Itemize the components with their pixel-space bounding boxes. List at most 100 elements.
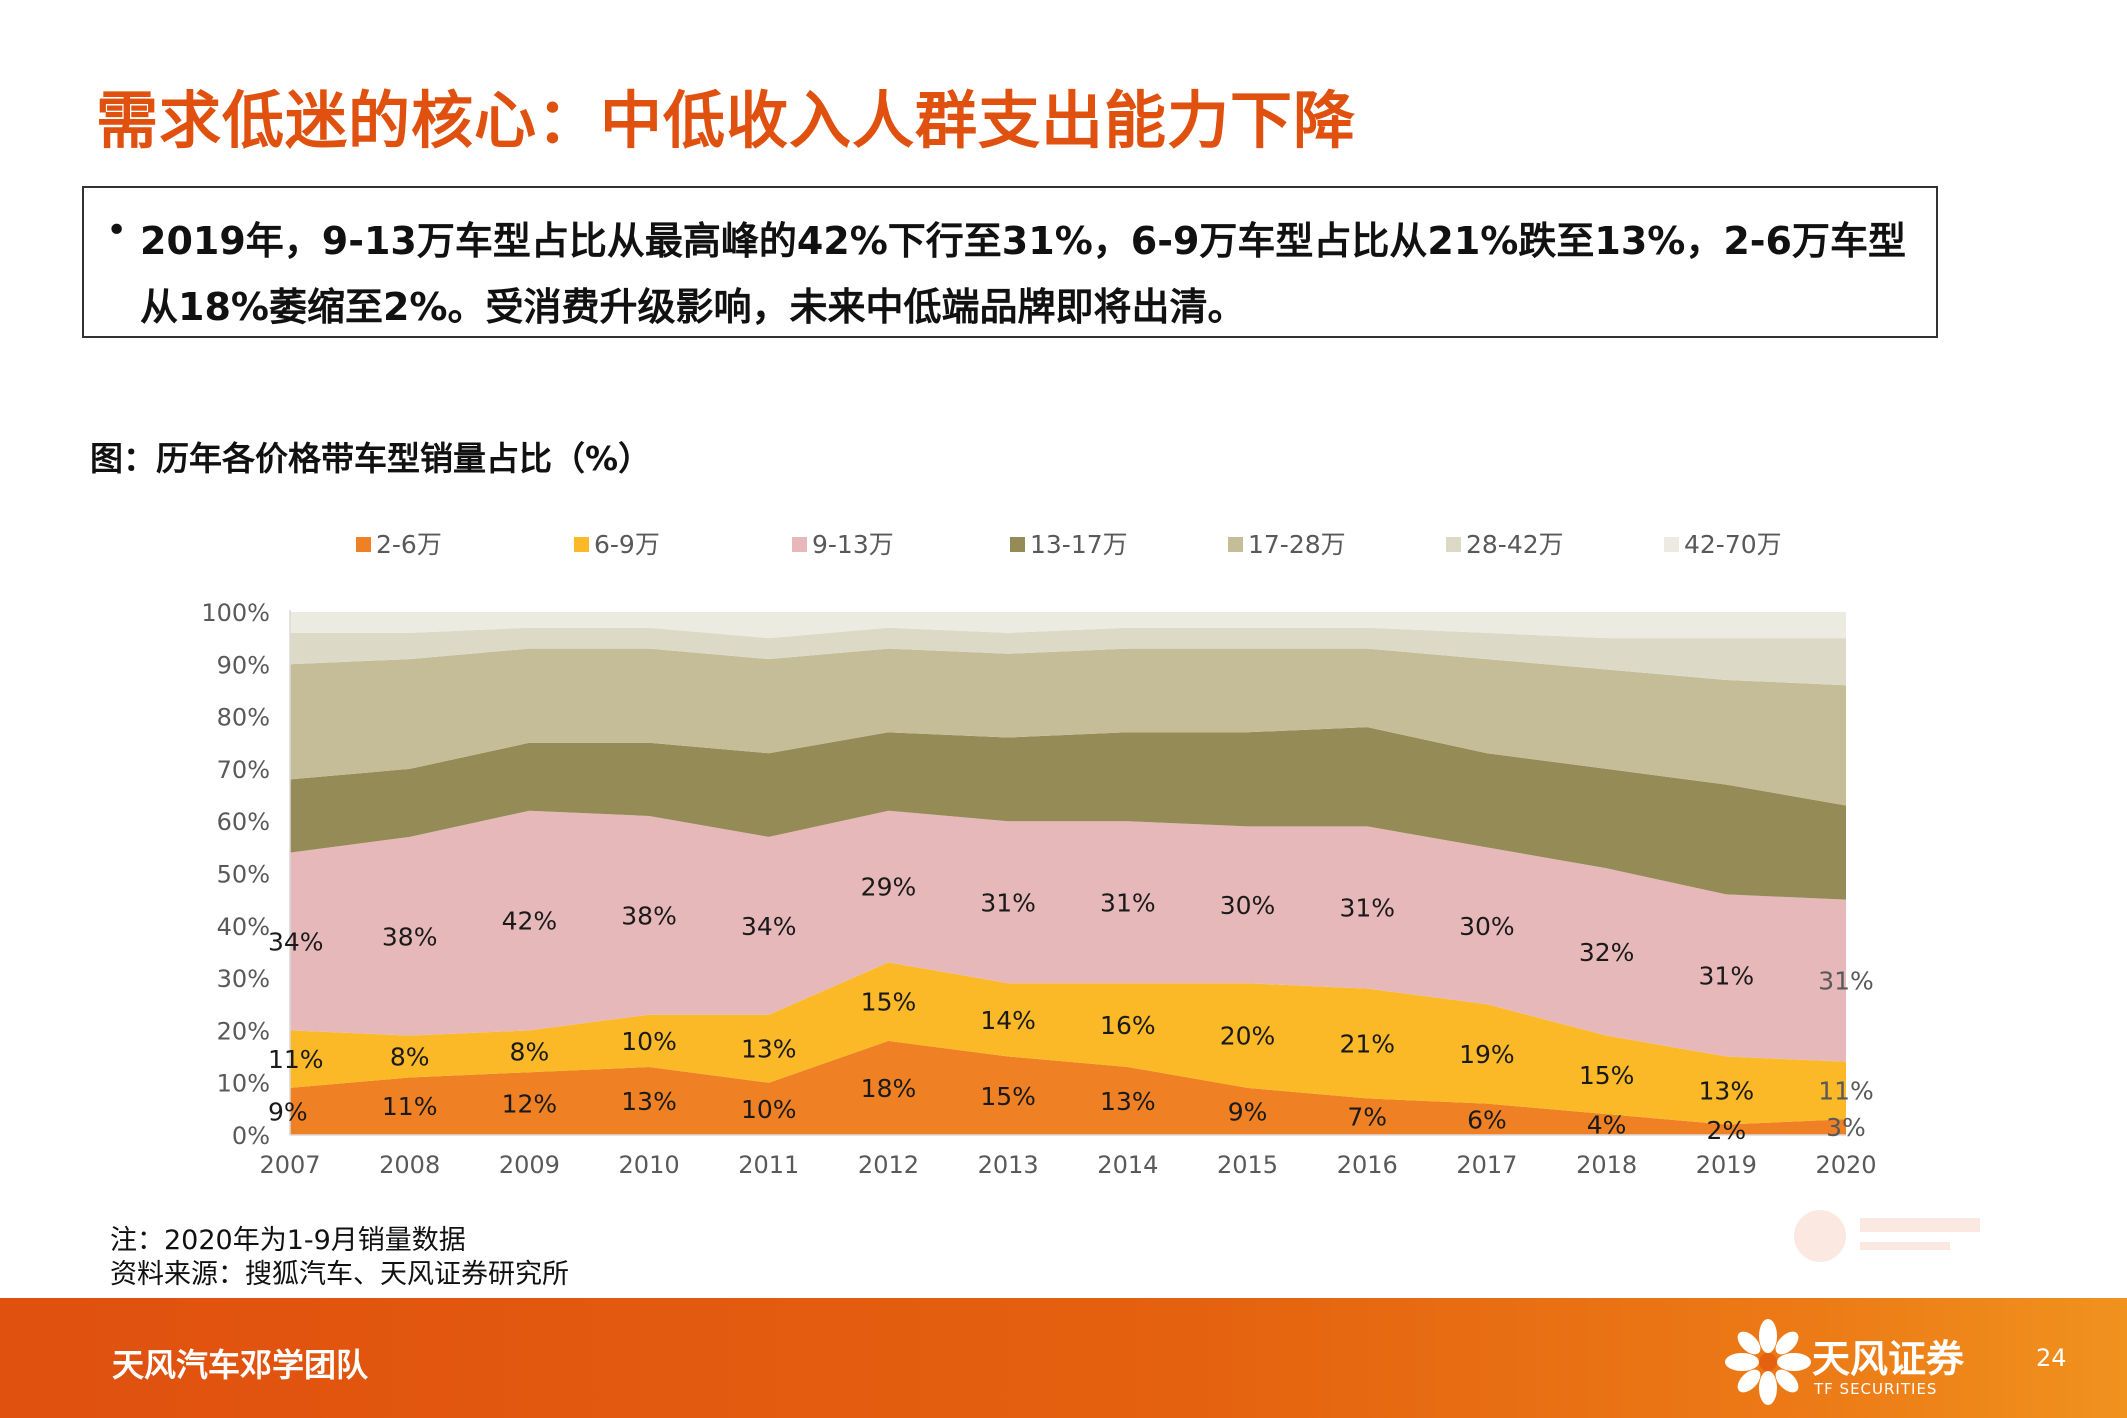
- data-label: 31%: [980, 888, 1036, 917]
- summary-text: 2019年，9-13万车型占比从最高峰的42%下行至31%，6-9万车型占比从2…: [140, 219, 1906, 329]
- y-tick-label: 50%: [217, 861, 270, 889]
- y-tick-label: 90%: [217, 651, 270, 679]
- legend-label: 2-6万: [376, 530, 442, 559]
- summary-bullet: •: [106, 210, 128, 251]
- flower-logo-icon: [1725, 1319, 1811, 1405]
- summary-box: • 2019年，9-13万车型占比从最高峰的42%下行至31%，6-9万车型占比…: [82, 186, 1938, 338]
- legend-swatch: [792, 537, 807, 552]
- data-label: 21%: [1339, 1029, 1395, 1058]
- data-label: 20%: [1220, 1022, 1276, 1051]
- data-label: 9%: [1228, 1097, 1268, 1126]
- data-source: 资料来源：搜狐汽车、天风证券研究所: [110, 1259, 569, 1290]
- data-label: 13%: [741, 1035, 797, 1064]
- legend-label: 42-70万: [1684, 530, 1782, 559]
- data-label: 15%: [1579, 1061, 1635, 1090]
- data-note: 注：2020年为1-9月销量数据: [110, 1225, 466, 1256]
- legend-swatch: [356, 537, 371, 552]
- data-label: 31%: [1339, 893, 1395, 922]
- data-label: 14%: [980, 1006, 1036, 1035]
- stacked-area-chart: 0% 10% 20% 30% 40% 50% 60% 70% 80% 90% 100% 2007 200…: [201, 530, 1876, 1179]
- x-tick-label: 2013: [978, 1151, 1039, 1179]
- footer-bar: 天风汽车邓学团队 天风证券 TF SECURITIES 24: [0, 1298, 2127, 1418]
- data-label: 30%: [1220, 891, 1276, 920]
- area-series-6: [290, 612, 1846, 639]
- x-tick-label: 2007: [259, 1151, 320, 1179]
- y-tick-label: 100%: [201, 599, 270, 627]
- data-label: 13%: [1100, 1087, 1156, 1116]
- x-tick-label: 2020: [1815, 1151, 1876, 1179]
- x-tick-label: 2017: [1456, 1151, 1517, 1179]
- x-tick-label: 2014: [1097, 1151, 1158, 1179]
- area-series-0: [290, 1040, 1846, 1135]
- data-label: 6%: [1467, 1105, 1507, 1134]
- data-label: 15%: [861, 988, 917, 1017]
- data-label: 3%: [1826, 1113, 1866, 1142]
- x-tick-label: 2009: [499, 1151, 560, 1179]
- data-label: 10%: [621, 1027, 677, 1056]
- area-series-5: [290, 627, 1846, 686]
- x-tick-label: 2016: [1337, 1151, 1398, 1179]
- y-tick-label: 70%: [217, 756, 270, 784]
- legend-label: 17-28万: [1248, 530, 1346, 559]
- page-number: 24: [2036, 1344, 2067, 1372]
- legend-swatch: [1010, 537, 1025, 552]
- data-label: 13%: [621, 1087, 677, 1116]
- page-title: 需求低迷的核心：中低收入人群支出能力下降: [96, 84, 1357, 157]
- data-label: 2%: [1706, 1116, 1746, 1145]
- data-label: 16%: [1100, 1011, 1156, 1040]
- data-label: 12%: [502, 1090, 558, 1119]
- data-label: 8%: [390, 1043, 430, 1072]
- data-label: 34%: [741, 912, 797, 941]
- data-label: 10%: [741, 1095, 797, 1124]
- data-label: 15%: [980, 1082, 1036, 1111]
- team-name: 天风汽车邓学团队: [112, 1346, 369, 1384]
- area-series-3: [290, 727, 1846, 900]
- data-label: 42%: [502, 907, 558, 936]
- figure-caption: 图：历年各价格带车型销量占比（%）: [90, 439, 652, 478]
- data-label: 11%: [382, 1092, 438, 1121]
- data-label: 8%: [510, 1037, 550, 1066]
- legend-label: 28-42万: [1466, 530, 1564, 559]
- watermark-logo: [1794, 1210, 1980, 1262]
- data-label: 31%: [1818, 967, 1874, 996]
- y-tick-label: 20%: [217, 1017, 270, 1045]
- area-series-1: [290, 962, 1846, 1125]
- data-label: 31%: [1100, 888, 1156, 917]
- data-label: 11%: [1818, 1077, 1874, 1106]
- data-label: 34%: [268, 927, 324, 956]
- x-tick-label: 2015: [1217, 1151, 1278, 1179]
- data-label: 30%: [1459, 912, 1515, 941]
- x-tick-label: 2018: [1576, 1151, 1637, 1179]
- y-tick-label: 80%: [217, 704, 270, 732]
- brand-name: 天风证券: [1812, 1337, 1965, 1381]
- brand-name-en: TF SECURITIES: [1814, 1380, 1938, 1398]
- data-label: 38%: [382, 922, 438, 951]
- data-label: 7%: [1347, 1103, 1387, 1132]
- data-label: 18%: [861, 1074, 917, 1103]
- legend-label: 9-13万: [812, 530, 894, 559]
- data-label: 32%: [1579, 938, 1635, 967]
- notes: 注：2020年为1-9月销量数据 资料来源：搜狐汽车、天风证券研究所: [110, 1224, 569, 1292]
- y-tick-label: 0%: [232, 1122, 270, 1150]
- area-series-2: [290, 810, 1846, 1062]
- y-tick-label: 30%: [217, 965, 270, 993]
- x-tick-label: 2008: [379, 1151, 440, 1179]
- legend-label: 13-17万: [1030, 530, 1128, 559]
- legend-swatch: [1446, 537, 1461, 552]
- area-series-4: [290, 648, 1846, 806]
- legend-swatch: [1228, 537, 1243, 552]
- y-tick-label: 40%: [217, 913, 270, 941]
- y-tick-label: 60%: [217, 808, 270, 836]
- data-label: 31%: [1699, 961, 1755, 990]
- legend-swatch: [574, 537, 589, 552]
- data-label: 29%: [861, 873, 917, 902]
- x-tick-label: 2010: [619, 1151, 680, 1179]
- data-label: 11%: [268, 1045, 324, 1074]
- data-label: 38%: [621, 901, 677, 930]
- data-label: 4%: [1587, 1111, 1627, 1140]
- x-tick-label: 2019: [1696, 1151, 1757, 1179]
- legend-swatch: [1664, 537, 1679, 552]
- legend-label: 6-9万: [594, 530, 660, 559]
- data-label: 19%: [1459, 1040, 1515, 1069]
- data-label: 9%: [268, 1097, 308, 1126]
